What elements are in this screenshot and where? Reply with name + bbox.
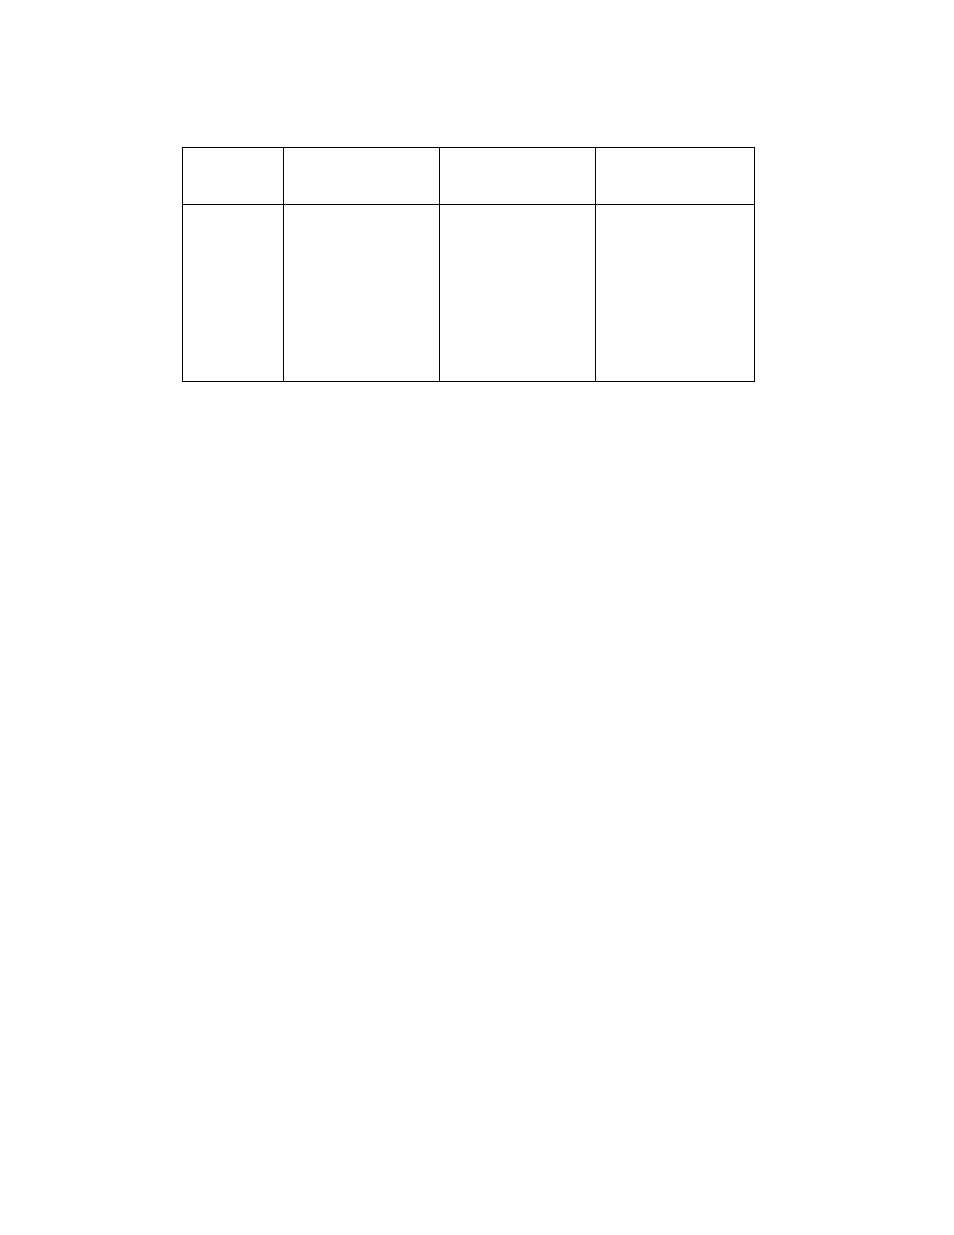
table-cell (183, 148, 284, 205)
table-cell (440, 205, 596, 382)
table-cell (284, 148, 440, 205)
table-row (183, 148, 755, 205)
table-row (183, 205, 755, 382)
table-cell (440, 148, 596, 205)
table-cell (183, 205, 284, 382)
empty-table (182, 147, 755, 382)
page (0, 0, 954, 1235)
table-cell (596, 205, 755, 382)
table-cell (596, 148, 755, 205)
table-cell (284, 205, 440, 382)
